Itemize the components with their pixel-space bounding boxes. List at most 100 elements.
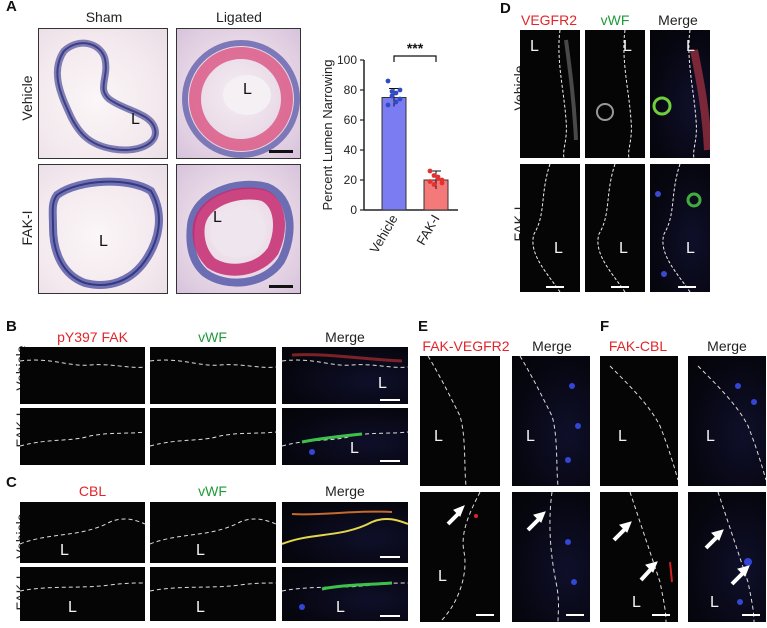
micrograph-fak-vegfr2-top: L (420, 356, 500, 486)
data-point (435, 176, 441, 181)
lumen-label: L (686, 240, 695, 257)
micrograph-cbl-faki: L (20, 567, 145, 621)
col-header-fak-vegfr2: FAK-VEGFR2 (422, 338, 510, 354)
micrograph-vegfr2-vehicle: L (520, 30, 580, 158)
lumen-label: L (434, 428, 443, 445)
scale-bar (380, 399, 400, 401)
lumen-label: L (619, 240, 628, 257)
data-point (393, 90, 399, 96)
lumen-label: L (336, 599, 345, 616)
micrograph-py397-vehicle (20, 347, 145, 404)
panel-label-a: A (6, 0, 17, 15)
micrograph-merge-top: L (512, 356, 590, 486)
data-point (427, 179, 433, 184)
histology-ligated-faki: L (176, 164, 301, 294)
panel-label-c: C (6, 474, 17, 491)
y-tick-label: 60 (344, 113, 358, 127)
vessel-outline (182, 40, 300, 158)
lumen-narrowing-chart: 0 20 40 60 80 100 Percent Lumen Narrowing Vehic… (318, 30, 468, 290)
y-tick-label: 80 (344, 83, 358, 97)
data-point (393, 99, 399, 105)
y-tick-label: 40 (344, 143, 358, 157)
vessel-outline (48, 177, 163, 289)
data-point (389, 93, 395, 99)
micrograph-vwf-vehicle: L (585, 30, 645, 158)
scale-bar (269, 285, 293, 288)
micrograph-vwf-faki: L (585, 164, 645, 292)
micrograph-merge-bottom: L (688, 492, 766, 622)
row-label-vehicle: Vehicle (19, 75, 35, 121)
micrograph-vwf-faki: L (150, 567, 276, 621)
micrograph-merge-vehicle: L (282, 347, 408, 404)
lumen-label: L (526, 428, 535, 445)
histology-ligated-vehicle: L (176, 28, 301, 159)
micrograph-cbl-vehicle: L (20, 502, 145, 563)
lumen-label: L (623, 38, 632, 55)
scale-bar (476, 614, 494, 616)
panel-label-e: E (418, 318, 429, 335)
lumen-label: L (243, 81, 252, 98)
lumen-label: L (632, 594, 641, 611)
lumen-label: L (710, 594, 719, 611)
col-header-fak-cbl: FAK-CBL (608, 338, 668, 354)
micrograph-merge-vehicle: L (650, 30, 710, 158)
col-header-sham: Sham (85, 9, 123, 25)
micrograph-merge-faki: L (282, 567, 408, 621)
significance-label: *** (407, 40, 424, 56)
bar-faki (423, 179, 449, 211)
lumen-label: L (196, 542, 205, 559)
bar-vehicle (381, 97, 407, 211)
micrograph-merge-vehicle (282, 502, 408, 563)
scale-bar (652, 614, 670, 616)
scale-bar (380, 615, 400, 617)
data-point (389, 89, 395, 94)
micrograph-fak-cbl-bottom: L (600, 492, 678, 622)
lumen-label: L (99, 233, 108, 250)
lumen-label: L (350, 440, 359, 457)
micrograph-merge-faki: L (650, 164, 710, 292)
lumen-label: L (554, 240, 563, 257)
data-point (397, 87, 403, 93)
panel-label-b: B (6, 318, 17, 335)
col-header-vwf: vWF (198, 329, 227, 345)
col-header-ligated: Ligated (216, 9, 262, 25)
data-point (385, 102, 391, 108)
vessel-outline (53, 39, 159, 154)
y-tick-label: 100 (337, 53, 357, 67)
micrograph-py397-faki (20, 408, 145, 465)
micrograph-fak-vegfr2-bottom: L (420, 492, 500, 622)
col-header-merge: Merge (707, 338, 747, 354)
scale-bar (678, 286, 696, 288)
lumen-label: L (706, 428, 715, 445)
micrograph-vwf-vehicle: L (150, 502, 276, 563)
data-point (439, 180, 445, 186)
micrograph-merge-bottom (512, 492, 590, 622)
col-header-vwf: vWF (198, 483, 227, 499)
lumen-label: L (438, 568, 447, 585)
scale-bar (742, 614, 760, 616)
col-header-vwf: vWF (600, 12, 630, 28)
micrograph-vwf-vehicle (150, 347, 276, 404)
scale-bar (566, 614, 584, 616)
y-tick-label: 0 (350, 203, 357, 217)
micrograph-vegfr2-faki: L (520, 164, 580, 292)
col-header-vegfr2: VEGFR2 (520, 12, 577, 28)
data-point (427, 168, 433, 174)
scale-bar (546, 286, 564, 288)
scale-bar (611, 286, 629, 288)
col-header-merge: Merge (658, 12, 698, 28)
data-point (431, 173, 437, 178)
data-point (385, 78, 391, 84)
scale-bar (380, 556, 400, 558)
histology-sham-faki: L (38, 164, 168, 294)
panel-label-d: D (500, 0, 511, 17)
x-tick-label: Vehicle (367, 212, 401, 256)
col-header-py397-fak: pY397 FAK (57, 329, 128, 345)
lumen-label: L (530, 38, 539, 55)
lumen-label: L (213, 209, 222, 226)
micrograph-vwf-faki (150, 408, 276, 465)
col-header-cbl: CBL (78, 483, 107, 499)
data-point (397, 96, 403, 102)
scale-bar (269, 150, 293, 153)
